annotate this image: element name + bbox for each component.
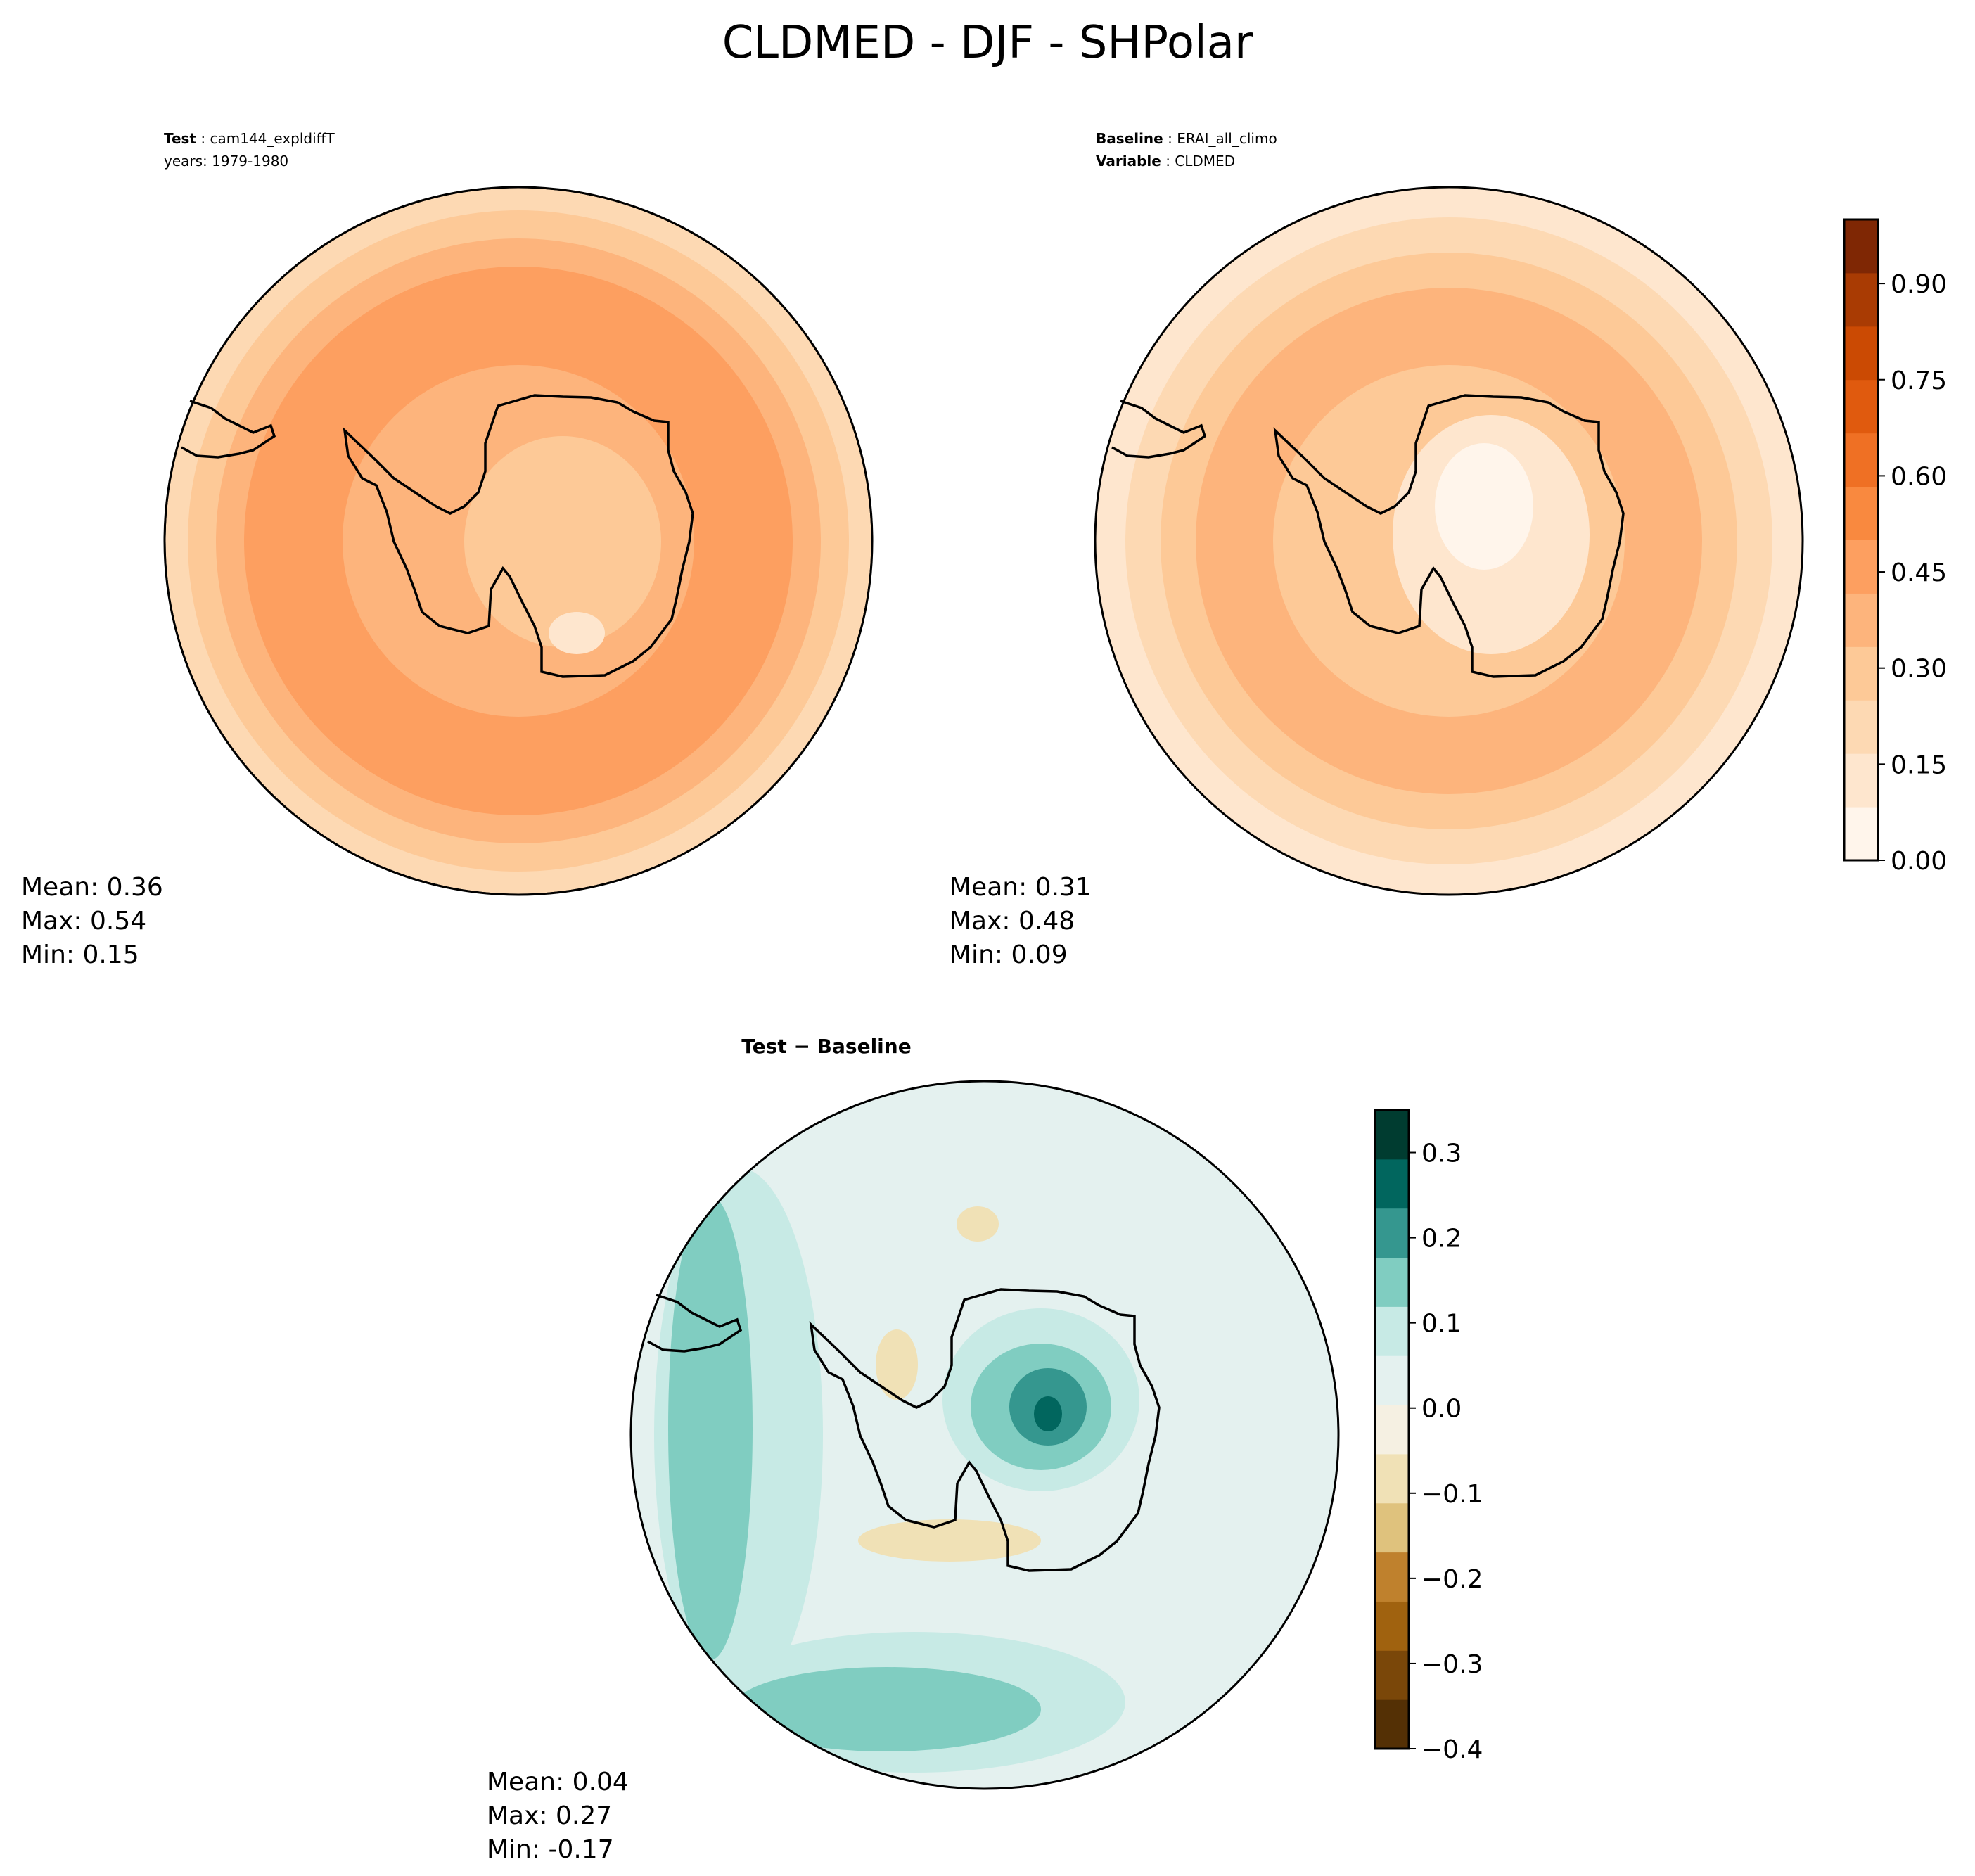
colorbar-tick-label: 0.60 — [1891, 462, 1947, 491]
baseline-variable-bold: Variable — [1096, 153, 1161, 170]
baseline-map — [1095, 187, 1803, 895]
colorbar-swatch — [1375, 1208, 1409, 1258]
baseline-stat-max: Max: 0.48 — [950, 907, 1075, 936]
diff-stat-max: Max: 0.27 — [487, 1801, 612, 1830]
diff-field-negative-west — [876, 1329, 918, 1400]
colorbar-swatch — [1844, 272, 1878, 327]
colorbar-swatch — [1375, 1650, 1409, 1700]
colorbar-swatch — [1844, 646, 1878, 701]
colorbar-swatch — [1844, 326, 1878, 381]
diff-map-boundary — [629, 1080, 1340, 1790]
colorbar-swatch — [1844, 807, 1878, 861]
panel-diff: Test − Baseline Mean: 0.04 Max: 0.27 Min… — [487, 1035, 1483, 1864]
colorbar-tick-label: 0.2 — [1421, 1225, 1462, 1253]
test-field-continent — [464, 436, 661, 647]
baseline-field-min — [1435, 443, 1533, 570]
panel-test-label: Test : cam144_expldiffT — [164, 130, 335, 147]
colorbar-tick-label: 0.15 — [1891, 751, 1947, 779]
colorbar-swatch — [1844, 486, 1878, 540]
colorbar-swatch — [1375, 1159, 1409, 1209]
diff-colorbar: 0.3 0.2 0.1 0.0 −0.1 −0.2 −0.3 −0.4 — [1374, 1109, 1483, 1764]
colorbar-swatch — [1375, 1699, 1409, 1749]
test-years: years: 1979-1980 — [164, 153, 288, 170]
baseline-stat-mean: Mean: 0.31 — [950, 873, 1092, 902]
test-south-america-coastline — [181, 400, 276, 459]
test-stat-mean: Mean: 0.36 — [21, 873, 163, 902]
test-stat-max: Max: 0.54 — [21, 907, 146, 936]
diff-antarctica-coastline — [809, 1288, 1161, 1572]
colorbar-tick-label: 0.30 — [1891, 655, 1947, 684]
panel-baseline-label: Baseline : ERAI_all_climo — [1096, 130, 1277, 147]
colorbar-swatch — [1844, 700, 1878, 754]
test-label-value: cam144_expldiffT — [210, 130, 335, 147]
colorbar-swatch — [1375, 1110, 1409, 1160]
colorbar-tick-label: −0.3 — [1421, 1650, 1483, 1679]
colorbar-swatch — [1844, 540, 1878, 594]
colorbar-swatch — [1375, 1552, 1409, 1602]
colorbar-tick-label: 0.45 — [1891, 559, 1947, 587]
diff-map — [631, 1081, 1338, 1789]
colorbar-swatch — [1844, 219, 1878, 274]
colorbar-swatch — [1375, 1453, 1409, 1504]
baseline-stat-min: Min: 0.09 — [950, 940, 1068, 969]
baseline-antarctica-coastline — [1273, 394, 1625, 678]
diff-label: Test − Baseline — [741, 1035, 911, 1058]
colorbar-swatch — [1375, 1601, 1409, 1651]
baseline-colorbar: 0.00 0.15 0.30 0.45 0.60 0.75 0.90 — [1843, 218, 1947, 876]
diff-stat-mean: Mean: 0.04 — [487, 1768, 629, 1797]
colorbar-swatch — [1844, 379, 1878, 434]
baseline-variable-value: CLDMED — [1175, 153, 1235, 170]
test-map — [165, 187, 872, 895]
colorbar-tick-label: −0.2 — [1421, 1565, 1483, 1594]
colorbar-swatch — [1844, 753, 1878, 808]
test-map-boundary — [163, 186, 874, 896]
diff-field-negative — [858, 1519, 1041, 1562]
colorbar-swatch — [1844, 433, 1878, 487]
colorbar-swatch — [1375, 1257, 1409, 1307]
figure-title: CLDMED - DJF - SHPolar — [722, 17, 1253, 69]
test-label-bold: Test — [164, 130, 196, 147]
diff-field-west-core — [668, 1196, 753, 1660]
colorbar-tick-label: 0.3 — [1421, 1140, 1462, 1168]
colorbar-tick-label: 0.0 — [1421, 1395, 1462, 1424]
diff-field-south-core — [731, 1667, 1041, 1751]
baseline-south-america-coastline — [1111, 400, 1207, 459]
baseline-label-bold: Baseline — [1096, 130, 1163, 147]
panel-baseline: Baseline : ERAI_all_climo Variable : CLD… — [950, 130, 1947, 969]
colorbar-tick-label: −0.4 — [1421, 1735, 1483, 1764]
test-field-min — [549, 612, 605, 654]
test-stat-min: Min: 0.15 — [21, 940, 139, 969]
colorbar-tick-label: 0.00 — [1891, 847, 1947, 876]
diff-field-max — [1034, 1396, 1062, 1431]
test-antarctica-coastline — [343, 394, 694, 678]
diff-south-america-coastline — [647, 1294, 743, 1353]
colorbar-swatch — [1375, 1405, 1409, 1455]
panel-test: Test : cam144_expldiffT years: 1979-1980… — [21, 130, 874, 969]
colorbar-swatch — [1844, 593, 1878, 647]
diff-stat-min: Min: -0.17 — [487, 1835, 614, 1864]
baseline-label-value: ERAI_all_climo — [1177, 130, 1277, 147]
baseline-map-boundary — [1094, 186, 1804, 896]
colorbar-swatch — [1375, 1502, 1409, 1553]
diff-field-negative-north — [957, 1206, 999, 1242]
colorbar-tick-label: 0.75 — [1891, 366, 1947, 395]
colorbar-swatch — [1375, 1306, 1409, 1356]
colorbar-tick-label: 0.1 — [1421, 1310, 1462, 1339]
colorbar-tick-label: 0.90 — [1891, 270, 1947, 299]
colorbar-tick-label: −0.1 — [1421, 1480, 1483, 1509]
colorbar-swatch — [1375, 1355, 1409, 1405]
baseline-variable: Variable : CLDMED — [1096, 153, 1235, 170]
